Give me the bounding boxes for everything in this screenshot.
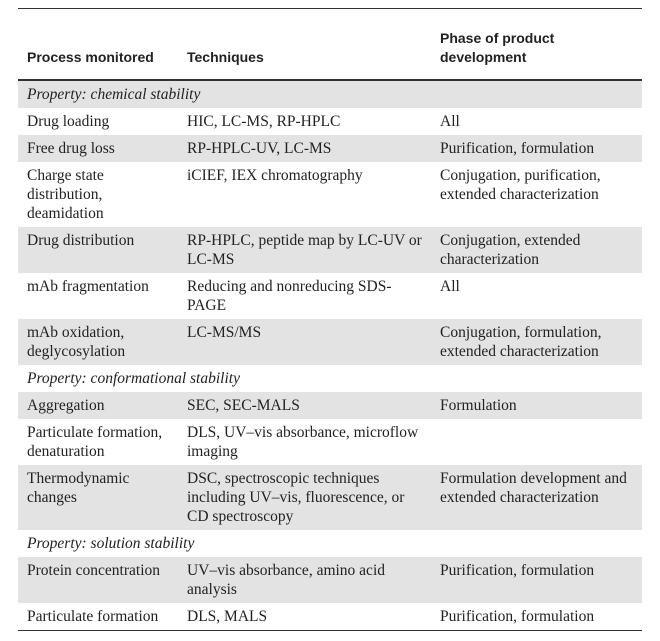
cell: All <box>440 278 460 295</box>
cell: Drug distribution <box>27 232 135 249</box>
table-row: Protein concentration UV–vis absorbance, … <box>18 557 642 603</box>
cell: Conjugation, formulation, extended chara… <box>440 324 602 360</box>
cell: UV–vis absorbance, amino acid analysis <box>187 562 385 598</box>
cell: Protein concentration <box>27 562 160 579</box>
table-row: Charge state distribution, deamidation iC… <box>18 162 642 227</box>
section-row: Property: solution stability <box>18 530 642 557</box>
header-row: Process monitored Techniques Phase of pr… <box>18 8 642 80</box>
cell: Thermodynamic changes <box>27 470 130 506</box>
header-cell: Techniques <box>187 49 264 65</box>
cell: Purification, formulation <box>440 608 595 625</box>
cell: HIC, LC-MS, RP-HPLC <box>187 113 341 130</box>
cell: Purification, formulation <box>440 562 595 579</box>
cell: Drug loading <box>27 113 110 130</box>
cell: RP-HPLC-UV, LC-MS <box>187 140 332 157</box>
cell: iCIEF, IEX chromatography <box>187 167 363 184</box>
table-row: Free drug loss RP-HPLC-UV, LC-MS Purificat… <box>18 135 642 162</box>
header-cell: Phase of product development <box>440 30 555 65</box>
cell: DLS, MALS <box>187 608 268 625</box>
cell: Conjugation, purification, extended char… <box>440 167 601 203</box>
table-body: Property: chemical stability Drug loading… <box>18 80 642 631</box>
cell: Free drug loss <box>27 140 115 157</box>
table-row: mAb oxidation, deglycosylation LC-MS/MS Co… <box>18 319 642 365</box>
cell: SEC, SEC-MALS <box>187 397 300 414</box>
section-title: Property: conformational stability <box>27 370 240 387</box>
cell: mAb oxidation, deglycosylation <box>27 324 126 360</box>
cell: Particulate formation <box>27 608 159 625</box>
cell: Purification, formulation <box>440 140 595 157</box>
cell <box>431 419 642 465</box>
cell: DLS, UV–vis absorbance, microflow imagin… <box>187 424 419 460</box>
cell: Formulation development and extended cha… <box>440 470 627 506</box>
section-row: Property: chemical stability <box>18 80 642 108</box>
table-row: Particulate formation, denaturation DLS, … <box>18 419 642 465</box>
cell: All <box>440 113 460 130</box>
section-title: Property: solution stability <box>27 535 195 552</box>
section-row: Property: conformational stability <box>18 365 642 392</box>
cell: Charge state distribution, deamidation <box>27 167 104 222</box>
header-cell: Process monitored <box>27 49 154 65</box>
cell: Aggregation <box>27 397 105 414</box>
cell: Particulate formation, denaturation <box>27 424 163 460</box>
table-row: Aggregation SEC, SEC-MALS Formulation <box>18 392 642 419</box>
table-row: Thermodynamic changes DSC, spectroscopic … <box>18 465 642 530</box>
table-row: Drug distribution RP-HPLC, peptide map by… <box>18 227 642 273</box>
cell: DSC, spectroscopic techniques including … <box>187 470 405 525</box>
table-row: mAb fragmentation Reducing and nonreducin… <box>18 273 642 319</box>
table-row: Drug loading HIC, LC-MS, RP-HPLC All <box>18 108 642 135</box>
cell: LC-MS/MS <box>187 324 262 341</box>
cell: Reducing and nonreducing SDS-PAGE <box>187 278 392 314</box>
table-row: Particulate formation DLS, MALS Purificati… <box>18 603 642 631</box>
cell: Formulation <box>440 397 517 414</box>
cell: RP-HPLC, peptide map by LC-UV or LC-MS <box>187 232 422 268</box>
cell: Conjugation, extended characterization <box>440 232 581 268</box>
cell: mAb fragmentation <box>27 278 149 295</box>
section-title: Property: chemical stability <box>27 86 201 103</box>
table: Process monitored Techniques Phase of pr… <box>18 8 642 631</box>
